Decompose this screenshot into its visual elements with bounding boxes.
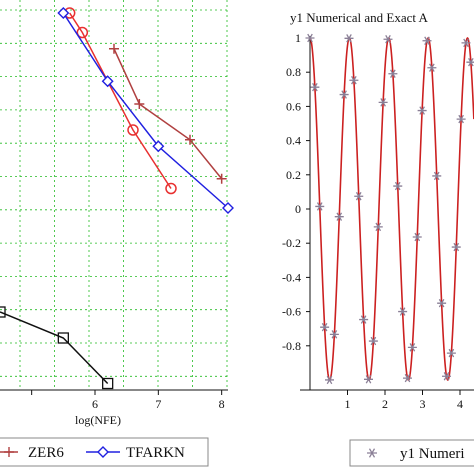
right-numerical-point [344,34,354,43]
right-numerical-point [432,171,442,181]
right-numerical-point [310,82,320,92]
right-y-tick-label: 0.4 [286,134,301,148]
right-numerical-point [456,114,466,124]
left-series-point-diamond [222,202,234,214]
left-grid [0,0,228,390]
legend-y1-numerical-label: y1 Numeri [400,446,465,462]
left-series-point-circle [76,26,89,39]
right-numerical-point [383,35,393,44]
right-numerical-point [349,76,359,85]
right-y-tick-label: -0.2 [282,236,301,250]
right-y-tick-label: 0.8 [286,65,301,79]
left-x-axis-label: log(NFE) [75,413,121,427]
right-y-ticks: 1 0.8 0.6 0.4 0.2 0 -0.2 -0.4 -0.6 -0.8 [282,31,310,353]
right-numerical-point [378,98,388,107]
right-numerical-point [388,69,398,78]
left-series-line-2 [62,12,229,209]
legend-zer6-label: ZER6 [28,445,64,461]
right-numerical-point [422,36,432,45]
right-numerical-point [315,202,325,211]
right-legend: y1 Numeri [349,439,474,467]
left-series-point-diamond [101,75,114,88]
legend-y1-numerical-marker [367,448,377,458]
right-numerical-point [339,90,349,99]
right-numerical-point [446,348,456,358]
right-numerical-point [329,330,339,339]
right-numerical-point [364,375,373,384]
right-numerical-point [417,106,427,115]
right-numerical-point [334,212,344,221]
right-exact-curve [309,36,474,381]
left-series-line-1 [113,48,223,180]
left-x-tick-label: 7 [155,397,161,411]
left-x-tick-label: 8 [219,397,225,411]
right-y-tick-label: 1 [295,31,301,45]
right-numerical-point [368,336,378,346]
right-y-tick-label: 0 [295,202,301,216]
right-x-tick-label: 3 [420,397,426,411]
right-numerical-point [325,375,334,385]
left-series-point-square [57,332,69,344]
right-numerical-point [461,38,471,48]
right-numerical-point [398,307,408,316]
legend-tfarkn-marker [97,446,109,458]
right-numerical-point [305,33,315,43]
left-legend: ZER6 TFARKN [0,437,209,467]
right-numerical-point [354,191,364,201]
right-numerical-point [373,222,383,232]
legend-zer6-marker [4,447,14,457]
right-numerical-point [427,63,437,72]
right-numerical-point [437,298,447,308]
right-x-ticks: 1 2 3 4 [345,390,463,411]
left-series-point-circle [127,124,139,136]
left-series-point-square [0,306,6,318]
right-y-tick-label: 0.6 [286,99,301,113]
right-y-tick-label: -0.8 [282,339,301,353]
right-numerical-point [412,232,422,242]
right-numerical-point [442,372,451,381]
right-series-group [305,33,474,385]
left-series-point-plus [109,43,119,54]
left-series-point-diamond [152,140,165,153]
right-x-tick-label: 1 [345,397,351,411]
right-x-tick-label: 4 [457,397,463,411]
right-chart: y1 Numerical and Exact A 1 0.8 0.6 0.4 0.2 0 -… [282,10,474,411]
right-numerical-point [407,343,417,352]
right-x-tick-label: 2 [382,397,388,411]
left-chart: 6 7 8 log(NFE) [0,0,234,427]
right-y-tick-label: 0.2 [286,168,301,182]
left-series-group [0,7,234,390]
left-series-point-plus [134,99,145,109]
left-plot-area [0,0,228,390]
right-numerical-point [393,181,403,191]
left-series-point-plus [216,173,227,184]
legend-tfarkn-label: TFARKN [126,445,185,461]
left-series-line-3 [0,311,109,385]
right-numerical-point [359,315,369,324]
left-x-tick-label: 6 [92,397,98,411]
left-series-point-square [102,377,114,390]
left-x-ticks: 6 7 8 [31,390,225,411]
right-numerical-point [403,373,412,383]
right-y-tick-label: -0.4 [282,270,301,284]
legend-y1-numerical-star [367,448,377,458]
right-y-tick-label: -0.6 [282,305,301,319]
left-series-point-diamond [57,7,70,19]
right-numerical-point [320,322,330,332]
right-numerical-point [451,242,461,252]
right-chart-title: y1 Numerical and Exact A [290,10,429,25]
left-series-point-plus [185,134,195,145]
left-series-point-circle [165,182,177,195]
